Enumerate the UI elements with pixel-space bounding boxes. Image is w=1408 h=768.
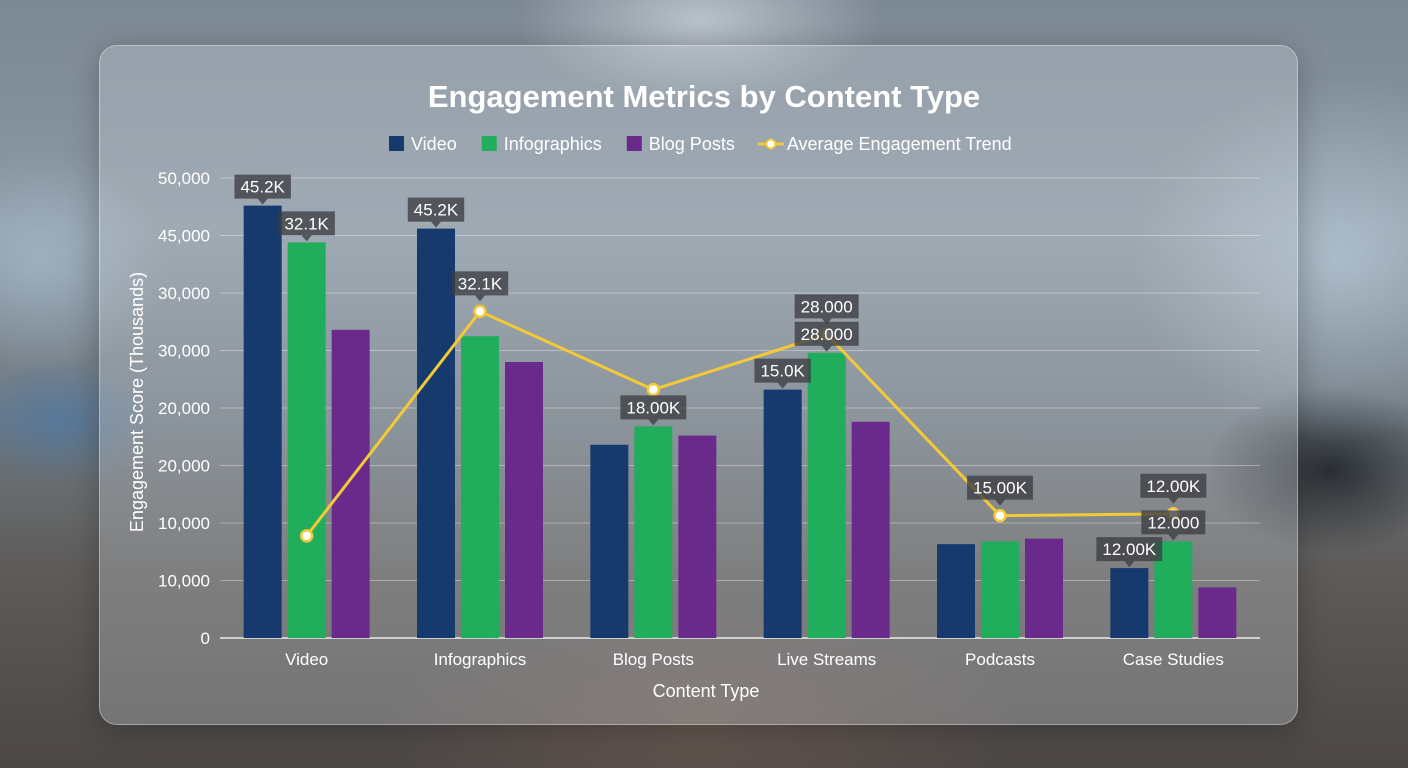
- data-label-text: 18.00K: [626, 398, 681, 417]
- bar-video-case-studies: [1110, 568, 1149, 638]
- x-axis-ticks: Video Infographics Blog Posts Live Streams P…: [285, 650, 1224, 669]
- data-label: 28.000: [794, 321, 859, 352]
- bar-blog-posts-video: [331, 329, 370, 638]
- data-label: 12.00K: [1140, 473, 1207, 504]
- gridlines: [220, 177, 1260, 639]
- trend-point: [993, 508, 1007, 523]
- data-label: 15.0K: [754, 358, 811, 389]
- data-label-text: 12.000: [1147, 513, 1199, 532]
- x-tick-label: Blog Posts: [613, 650, 694, 669]
- legend-label: Blog Posts: [649, 134, 735, 154]
- data-label-text: 12.00K: [1146, 477, 1201, 496]
- y-axis-label: Engagement Score (Thousands): [127, 272, 147, 532]
- data-label-box: [407, 197, 465, 228]
- y-tick-label: 30,000: [158, 284, 210, 303]
- data-label-box: [967, 475, 1033, 506]
- x-tick-label: Live Streams: [777, 650, 876, 669]
- y-tick-label: 20,000: [158, 457, 210, 476]
- bar-video-video: [243, 205, 282, 638]
- data-label: 32.1K: [451, 271, 509, 302]
- data-label-text: 45.2K: [414, 201, 459, 220]
- data-label: 12.000: [1141, 510, 1206, 541]
- data-label-box: [1096, 537, 1163, 568]
- data-label-text: 15.0K: [760, 362, 805, 381]
- bar-video-podcasts: [937, 544, 975, 638]
- trend-point: [299, 529, 314, 543]
- bar-video-live-streams: [763, 389, 802, 638]
- legend-label: Average Engagement Trend: [787, 134, 1012, 154]
- y-tick-label: 0: [201, 629, 210, 648]
- bar-video-blog-posts: [590, 444, 629, 638]
- bar-blog-posts-blog-posts: [678, 435, 717, 638]
- x-tick-label: Podcasts: [965, 650, 1035, 669]
- data-labels: 45.2K 32.1K 45.2K 32.1K 18.00K 15.0K 28.000 28.…: [234, 174, 1207, 568]
- data-label-text: 28.000: [801, 297, 853, 316]
- bar-blog-posts-infographics: [505, 362, 543, 638]
- bar-infographics-blog-posts: [634, 426, 673, 638]
- bar-infographics-podcasts: [981, 541, 1019, 638]
- legend-marker: [765, 138, 777, 150]
- bar-video-infographics: [417, 228, 455, 638]
- data-label-text: 45.2K: [240, 178, 285, 197]
- legend-swatch: [481, 136, 497, 151]
- data-label-box: [234, 174, 291, 205]
- legend-item-blog-posts: Blog Posts: [626, 134, 735, 154]
- data-label-box: [620, 395, 687, 426]
- chart-title: Engagement Metrics by Content Type: [428, 79, 980, 114]
- trend-point: [473, 304, 487, 319]
- legend-label: Video: [411, 134, 457, 154]
- data-label: 28.000: [794, 294, 859, 325]
- data-label-box: [278, 211, 335, 242]
- data-label: 32.1K: [278, 211, 335, 242]
- data-label-text: 32.1K: [458, 274, 503, 293]
- legend-item-video: Video: [389, 134, 457, 154]
- trend-line-path: [305, 309, 1174, 537]
- bar-infographics-live-streams: [807, 352, 846, 638]
- y-tick-label: 30,000: [158, 342, 210, 361]
- bar-blog-posts-case-studies: [1198, 587, 1237, 638]
- legend-label: Infographics: [504, 134, 602, 154]
- bar-blog-posts-live-streams: [851, 421, 890, 638]
- data-label-box: [794, 294, 859, 325]
- data-label-text: 15.00K: [973, 479, 1028, 498]
- data-label: 12.00K: [1096, 537, 1163, 568]
- legend-item-average-engagement-trend: Average Engagement Trend: [757, 134, 1012, 154]
- x-tick-label: Video: [285, 650, 328, 669]
- y-tick-label: 45,000: [158, 227, 210, 246]
- y-tick-label: 50,000: [158, 169, 210, 188]
- bars: [243, 205, 1237, 638]
- data-label-text: 28.000: [801, 325, 853, 344]
- legend-swatch: [389, 136, 404, 151]
- trend-point: [646, 382, 661, 397]
- bar-infographics-infographics: [461, 336, 499, 638]
- data-label-box: [794, 321, 859, 352]
- data-label: 15.00K: [967, 475, 1033, 506]
- x-tick-label: Case Studies: [1123, 650, 1224, 669]
- data-label-text: 32.1K: [284, 214, 329, 233]
- legend-swatch: [626, 136, 642, 151]
- data-label-box: [1140, 473, 1207, 504]
- y-tick-label: 10,000: [158, 514, 210, 533]
- data-label-box: [754, 358, 811, 389]
- x-axis-label: Content Type: [653, 681, 760, 701]
- chart-legend: Video Infographics Blog Posts Average Engag…: [389, 134, 1012, 154]
- data-label-box: [451, 271, 509, 302]
- data-label: 45.2K: [234, 174, 291, 205]
- y-axis-ticks: 0 10,000 10,000 20,000 20,000 30,000 30,000 45,…: [158, 169, 210, 648]
- data-label: 18.00K: [620, 395, 687, 426]
- legend-item-infographics: Infographics: [481, 134, 602, 154]
- data-label-text: 12.00K: [1102, 540, 1157, 559]
- y-tick-label: 20,000: [158, 399, 210, 418]
- x-tick-label: Infographics: [434, 650, 527, 669]
- data-label-box: [1141, 510, 1206, 541]
- bar-infographics-video: [287, 242, 326, 638]
- bar-blog-posts-podcasts: [1025, 538, 1063, 638]
- y-tick-label: 10,000: [158, 572, 210, 591]
- data-label: 45.2K: [407, 197, 465, 228]
